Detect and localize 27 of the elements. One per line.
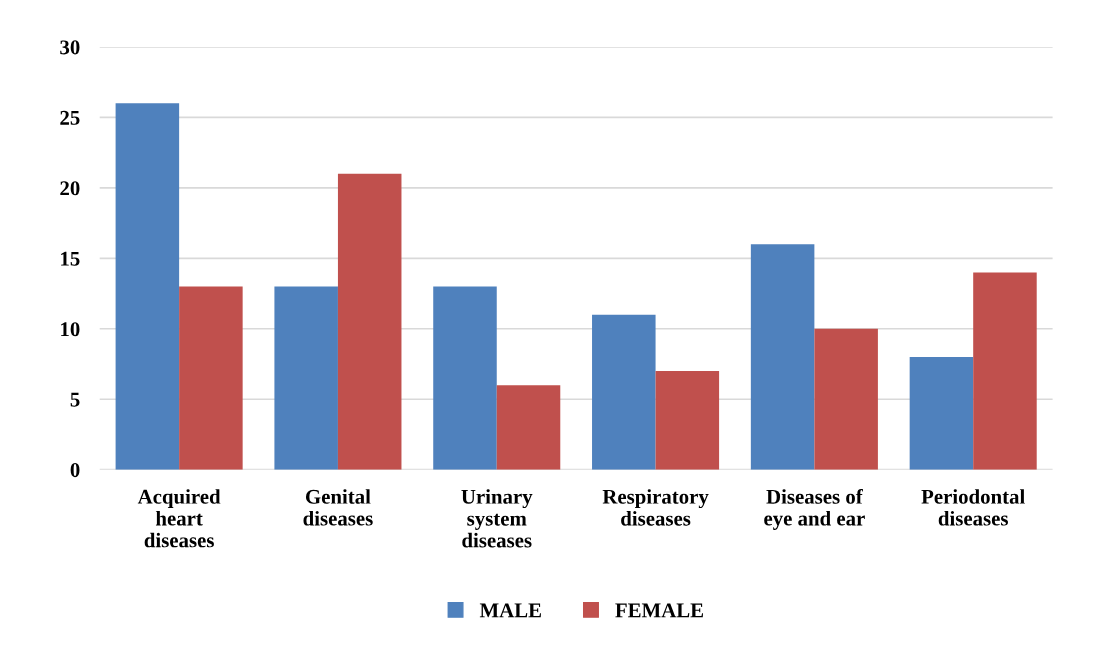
bar	[115, 103, 180, 470]
legend-label: FEMALE	[615, 603, 703, 618]
bar	[274, 286, 338, 470]
y-tick-label: 25	[60, 110, 80, 125]
bar	[973, 272, 1037, 470]
y-tick-label: 20	[60, 181, 80, 196]
x-tick-label: Urinary system diseases	[461, 489, 533, 548]
bar	[592, 314, 656, 470]
x-tick-label: Respiratory diseases	[602, 489, 709, 526]
bar	[337, 173, 402, 470]
legend-label: MALE	[479, 603, 541, 618]
bar	[433, 286, 497, 470]
x-tick-label: Acquired heart diseases	[137, 489, 221, 548]
y-tick-label: 15	[61, 251, 80, 266]
bar	[179, 286, 243, 470]
bar	[750, 244, 815, 470]
y-tick-label: 5	[70, 392, 80, 407]
y-tick-label: 10	[61, 322, 80, 337]
x-tick-label: Diseases of eye and ear	[764, 488, 865, 530]
bar	[496, 385, 561, 470]
x-tick-label: Genital diseases	[303, 489, 373, 526]
y-tick-label: 30	[60, 40, 80, 55]
bar	[814, 328, 878, 470]
x-tick-label: Periodontal diseases	[921, 489, 1025, 526]
bar	[655, 371, 720, 470]
bar	[909, 356, 974, 470]
y-tick-label: 0	[70, 463, 80, 478]
